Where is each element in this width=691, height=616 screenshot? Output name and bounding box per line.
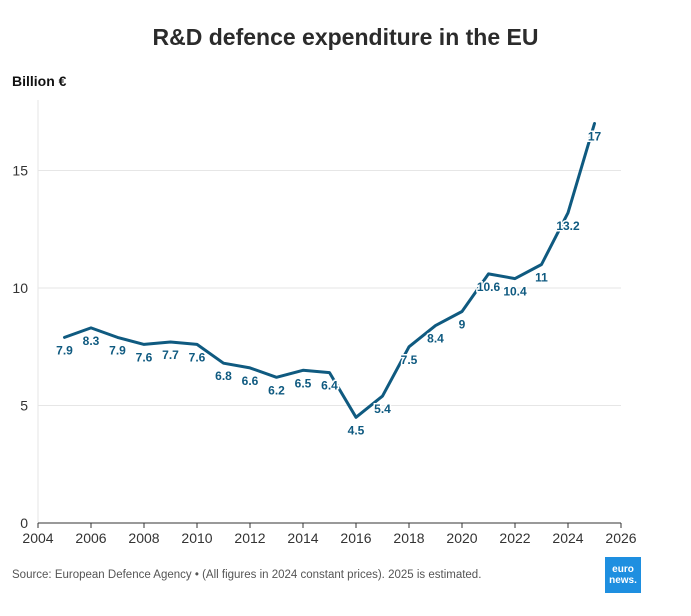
data-label: 6.8: [215, 369, 232, 383]
x-tick-label: 2006: [75, 530, 106, 546]
data-label: 7.9: [109, 343, 126, 357]
data-label: 17: [588, 130, 602, 144]
logo-text-line1: euro: [612, 564, 634, 575]
x-tick-label: 2024: [552, 530, 583, 546]
data-label: 6.5: [295, 376, 312, 390]
data-label: 6.2: [268, 383, 285, 397]
data-label: 9: [459, 318, 466, 332]
y-tick-label: 15: [12, 163, 28, 179]
x-tick-label: 2022: [499, 530, 530, 546]
source-note: Source: European Defence Agency • (All f…: [12, 569, 482, 581]
data-label: 13.2: [556, 219, 580, 233]
data-label: 10.4: [503, 285, 527, 299]
x-tick-label: 2018: [393, 530, 424, 546]
data-label: 11: [535, 271, 548, 285]
chart-title: R&D defence expenditure in the EU: [152, 24, 539, 50]
data-label: 7.6: [189, 350, 206, 364]
x-tick-label: 2016: [340, 530, 371, 546]
y-tick-label: 10: [12, 280, 28, 296]
y-axis-unit-label: Billion €: [12, 73, 67, 89]
data-label: 8.4: [427, 332, 444, 346]
data-label: 7.7: [162, 348, 179, 362]
data-label: 7.9: [56, 343, 73, 357]
data-label: 10.6: [477, 280, 501, 294]
y-tick-label: 5: [20, 398, 28, 414]
logo-text-line2: news.: [609, 575, 637, 586]
series-line: [63, 122, 596, 419]
data-label: 7.6: [136, 350, 153, 364]
data-label: 5.4: [374, 402, 391, 416]
y-tick-label: 0: [20, 515, 28, 531]
x-tick-label: 2012: [234, 530, 265, 546]
data-label: 6.6: [242, 374, 259, 388]
x-tick-label: 2010: [181, 530, 212, 546]
data-label: 7.5: [401, 353, 418, 367]
x-tick-label: 2008: [128, 530, 159, 546]
data-label: 8.3: [83, 334, 100, 348]
euronews-logo: euro news.: [605, 557, 641, 593]
x-tick-label: 2014: [287, 530, 318, 546]
x-tick-label: 2026: [605, 530, 636, 546]
x-tick-label: 2004: [22, 530, 53, 546]
data-label: 6.4: [321, 379, 338, 393]
data-label: 4.5: [348, 423, 365, 437]
x-tick-label: 2020: [446, 530, 477, 546]
